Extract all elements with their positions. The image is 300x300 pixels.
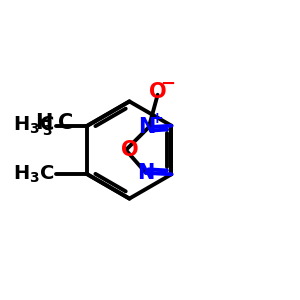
Text: H: H — [34, 113, 52, 134]
Text: O: O — [149, 82, 167, 102]
Text: N: N — [138, 117, 155, 137]
Text: C: C — [58, 113, 73, 134]
Text: N: N — [137, 163, 154, 183]
Text: 3: 3 — [42, 124, 52, 138]
Text: O: O — [121, 140, 138, 160]
Text: −: − — [160, 75, 175, 93]
Text: $\mathbf{H_3C}$: $\mathbf{H_3C}$ — [13, 115, 55, 136]
Text: +: + — [151, 111, 164, 126]
Text: $\mathbf{H_3C}$: $\mathbf{H_3C}$ — [13, 164, 55, 185]
